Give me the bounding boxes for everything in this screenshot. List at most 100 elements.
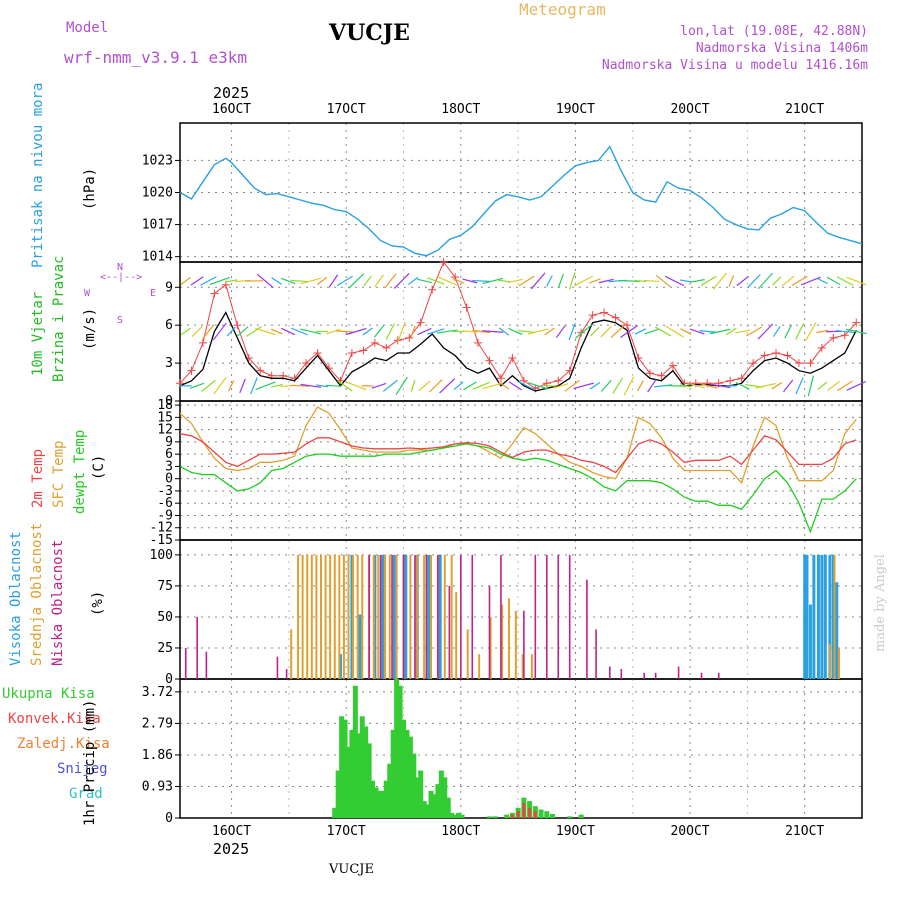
- wind-direction-arrow: [271, 277, 283, 285]
- compass-arrows: <--|-->: [100, 272, 143, 283]
- precip-bar: [397, 685, 403, 818]
- wind-direction-arrow: [837, 380, 853, 392]
- wind-gust-marker: [519, 376, 528, 385]
- y-tick-label: 6: [165, 318, 173, 333]
- wind-gust-marker: [829, 333, 838, 342]
- wind-direction-arrow: [783, 379, 794, 393]
- wind-direction-arrow: [805, 322, 817, 341]
- wind-direction-arrow: [795, 323, 805, 340]
- x-tick-label-top: 21OCT: [785, 102, 824, 117]
- y-tick-label: 0: [165, 672, 173, 687]
- wind-direction-arrow: [826, 276, 841, 286]
- compass-s: S: [117, 315, 124, 326]
- precip-bar: [418, 770, 424, 818]
- wind-direction-arrow: [463, 381, 477, 391]
- footer-station: VUCJE: [329, 862, 374, 877]
- wind-direction-arrow: [817, 381, 828, 391]
- wind-direction-arrow: [518, 275, 535, 287]
- wind-direction-arrow: [395, 376, 408, 395]
- precip-bar: [504, 814, 510, 818]
- wind-direction-arrow: [590, 326, 600, 337]
- wind-gust-marker: [554, 376, 563, 385]
- wind-direction-arrow: [255, 327, 276, 336]
- y-tick-label: 3: [165, 459, 173, 474]
- y-tick-label: 18: [157, 398, 173, 413]
- precip-bar: [352, 685, 358, 818]
- precip-bar: [380, 790, 386, 818]
- precip-bar: [390, 729, 396, 818]
- precip-bar: [452, 814, 458, 818]
- wind-gust-marker: [210, 289, 219, 298]
- precip-bar: [359, 716, 365, 818]
- wind-direction-arrow: [755, 382, 776, 389]
- y-tick-label: 1020: [142, 186, 173, 201]
- wind-direction-arrow: [373, 325, 385, 338]
- y-tick-label: -9: [157, 508, 173, 523]
- wind-direction-arrow: [472, 329, 491, 334]
- model-elevation-text: Nadmorska Visina u modelu 1416.16m: [601, 58, 868, 73]
- wind-gust-marker: [347, 348, 356, 357]
- wind-direction-arrow: [417, 327, 432, 336]
- wind-direction-arrow: [497, 279, 511, 283]
- wind-direction-arrow: [436, 329, 458, 334]
- wind-direction-arrow: [816, 329, 829, 334]
- wind-direction-arrow: [573, 275, 594, 287]
- precip-bar: [356, 733, 362, 818]
- wind-gust-marker: [737, 374, 746, 383]
- precip-bar: [567, 816, 573, 818]
- wind-direction-arrow: [784, 324, 793, 339]
- wind-direction-arrow: [709, 383, 731, 389]
- y-tick-label: 50: [157, 610, 173, 625]
- wind-direction-arrow: [553, 383, 569, 389]
- precip-bar: [339, 716, 345, 818]
- wind-gust-marker: [772, 348, 781, 357]
- compass-w: W: [84, 288, 91, 299]
- wind-speed-line: [179, 311, 857, 392]
- wind-direction-arrow: [664, 275, 685, 287]
- precip-bar: [349, 729, 355, 818]
- wind-direction-arrow: [689, 328, 705, 335]
- compass-n: N: [117, 262, 124, 273]
- wind-gust-marker: [474, 338, 483, 347]
- wind-direction-arrow: [620, 324, 638, 339]
- wind-gust-marker: [645, 369, 654, 378]
- wind-direction-arrow: [655, 274, 671, 288]
- wind-direction-arrow: [573, 382, 594, 390]
- x-tick-label-bottom: 20OCT: [670, 824, 709, 839]
- wind-direction-arrow: [410, 379, 416, 392]
- wind-direction-arrow: [795, 377, 804, 395]
- year-top: 2025: [213, 84, 250, 102]
- wind-direction-arrow: [180, 327, 192, 336]
- wind-direction-arrow: [735, 329, 751, 334]
- wind-direction-arrow: [428, 379, 443, 393]
- wind-direction-arrow: [745, 326, 763, 337]
- wind-direction-arrow: [663, 384, 686, 387]
- wind-gust-marker: [840, 331, 849, 340]
- wind-direction-arrow: [209, 276, 230, 285]
- y-tick-label: 1023: [142, 153, 173, 168]
- wind-gust-marker: [256, 366, 265, 375]
- wind-direction-arrow: [462, 278, 478, 284]
- wind-gust-marker: [657, 371, 666, 380]
- wind-direction-arrow: [845, 328, 867, 335]
- y-tick-label: 1017: [142, 218, 173, 233]
- wind-direction-arrow: [644, 279, 660, 283]
- wind-direction-arrow: [835, 329, 855, 334]
- wind-direction-arrow: [689, 279, 705, 283]
- y-tick-label: 3.72: [142, 685, 173, 700]
- y-tick-label: 0: [165, 811, 173, 826]
- wind-direction-arrow: [410, 325, 416, 338]
- precip-bar: [376, 790, 382, 818]
- wind-direction-arrow: [735, 381, 750, 390]
- year-bottom: 2025: [213, 840, 250, 858]
- wind-direction-arrow: [725, 327, 737, 336]
- y-tick-label: -12: [150, 521, 173, 536]
- wind-gust-marker: [485, 356, 494, 365]
- precip-bar: [528, 807, 532, 818]
- wind-direction-arrow: [236, 326, 249, 337]
- wind-direction-arrow: [201, 379, 216, 392]
- wind-direction-arrow: [699, 382, 718, 389]
- x-tick-label-bottom: 18OCT: [441, 824, 480, 839]
- x-tick-label-top: 16OCT: [212, 102, 251, 117]
- y-tick-label: 9: [165, 280, 173, 295]
